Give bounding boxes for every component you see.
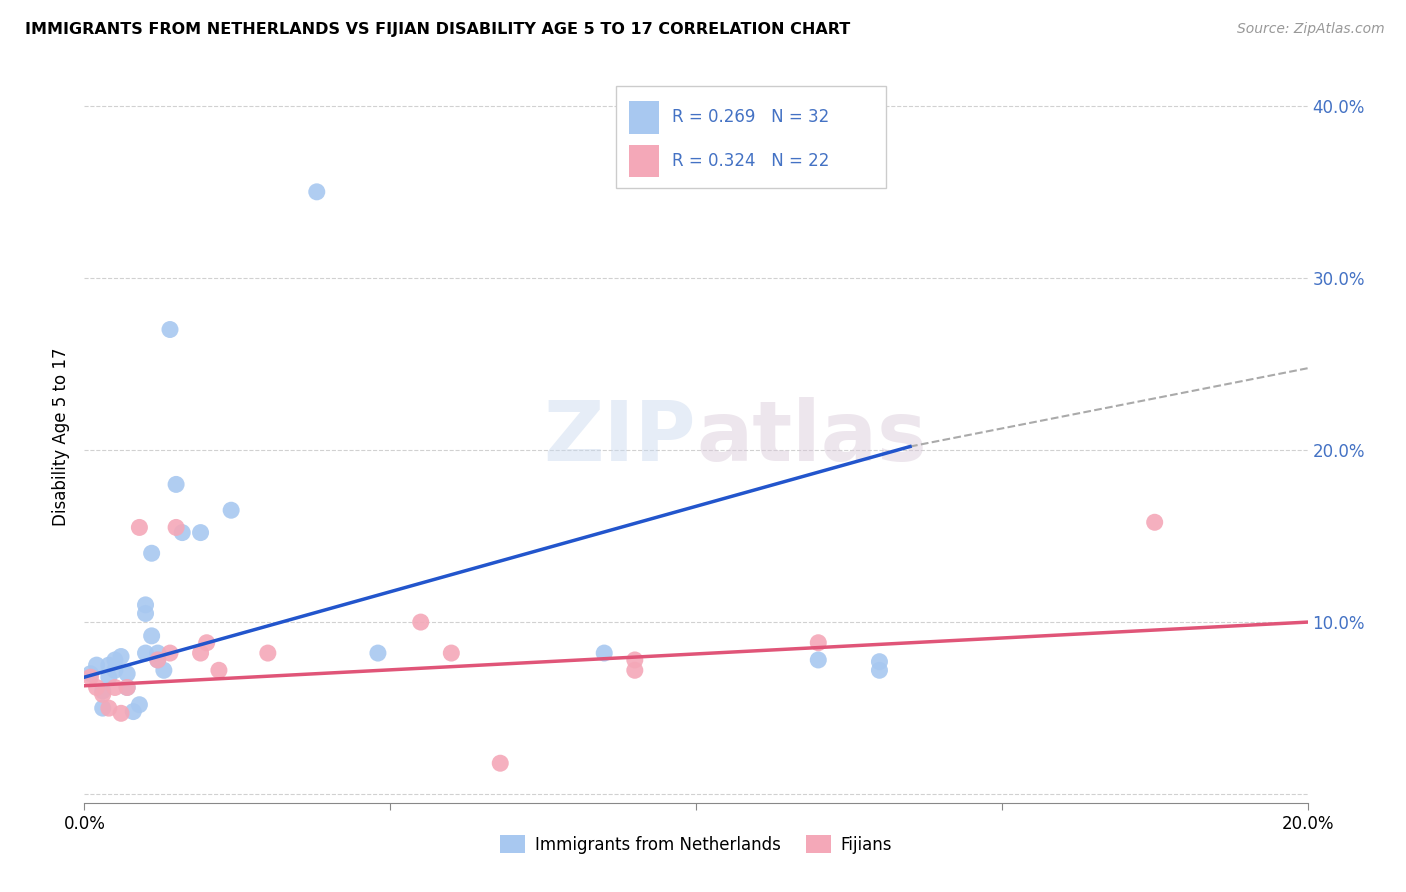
Point [1143, 516, 1166, 530]
Point [86, 658, 108, 673]
Point [190, 646, 212, 660]
Point [97, 670, 120, 684]
Point [110, 649, 132, 664]
Point [440, 646, 463, 660]
Point [219, 503, 242, 517]
FancyBboxPatch shape [628, 101, 659, 134]
Point [104, 653, 127, 667]
Point [97, 658, 120, 673]
Y-axis label: Disability Age 5 to 17: Disability Age 5 to 17 [52, 348, 70, 526]
Point [91, 701, 114, 715]
Point [409, 615, 432, 629]
Point [91, 687, 114, 701]
Point [97, 701, 120, 715]
Point [159, 646, 181, 660]
Point [135, 646, 157, 660]
Point [146, 646, 169, 660]
Point [153, 663, 176, 677]
Point [128, 520, 150, 534]
Point [115, 681, 138, 695]
Point [141, 629, 163, 643]
Point [86, 681, 108, 695]
Point [190, 525, 212, 540]
Text: IMMIGRANTS FROM NETHERLANDS VS FIJIAN DISABILITY AGE 5 TO 17 CORRELATION CHART: IMMIGRANTS FROM NETHERLANDS VS FIJIAN DI… [25, 22, 851, 37]
Point [115, 666, 138, 681]
Text: R = 0.324   N = 22: R = 0.324 N = 22 [672, 153, 830, 170]
Point [208, 663, 231, 677]
Text: ZIP: ZIP [544, 397, 696, 477]
Point [135, 607, 157, 621]
Point [305, 185, 328, 199]
Point [807, 653, 830, 667]
Point [195, 636, 218, 650]
Point [624, 653, 647, 667]
Text: Source: ZipAtlas.com: Source: ZipAtlas.com [1237, 22, 1385, 37]
Point [869, 663, 891, 677]
Point [172, 525, 194, 540]
Point [257, 646, 280, 660]
Point [135, 598, 157, 612]
Point [104, 681, 127, 695]
FancyBboxPatch shape [628, 145, 659, 178]
FancyBboxPatch shape [616, 86, 886, 188]
Point [159, 322, 181, 336]
Point [141, 546, 163, 560]
Point [122, 705, 145, 719]
Point [91, 684, 114, 698]
Point [165, 477, 187, 491]
Point [146, 653, 169, 667]
Point [807, 636, 830, 650]
Point [79, 670, 101, 684]
Point [115, 681, 138, 695]
Point [593, 646, 616, 660]
Point [104, 663, 127, 677]
Point [489, 756, 512, 771]
Point [110, 706, 132, 721]
Text: R = 0.269   N = 32: R = 0.269 N = 32 [672, 109, 828, 127]
Legend: Immigrants from Netherlands, Fijians: Immigrants from Netherlands, Fijians [494, 829, 898, 860]
Point [165, 520, 187, 534]
Point [367, 646, 389, 660]
Point [128, 698, 150, 712]
Text: atlas: atlas [696, 397, 927, 477]
Point [146, 653, 169, 667]
Point [79, 666, 101, 681]
Point [869, 655, 891, 669]
Point [624, 663, 647, 677]
